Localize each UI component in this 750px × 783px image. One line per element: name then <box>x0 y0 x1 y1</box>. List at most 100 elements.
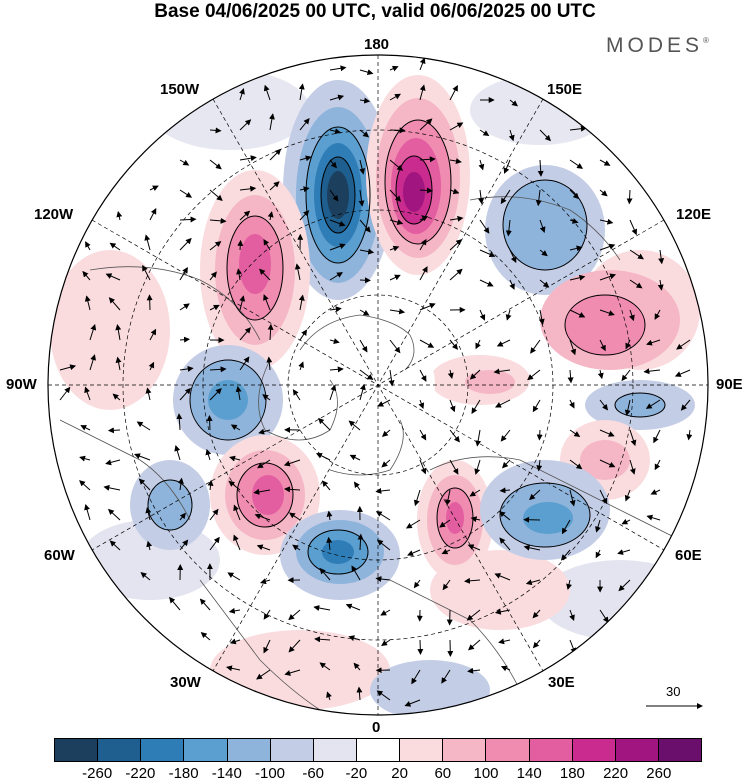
wind-vector <box>359 159 366 175</box>
wind-vector <box>479 279 494 287</box>
wind-vector <box>375 487 391 494</box>
wind-vector <box>411 669 421 685</box>
wind-vector <box>389 127 406 134</box>
wind-vector <box>527 369 541 381</box>
wind-vector <box>381 639 391 646</box>
colorbar-swatch <box>657 739 702 761</box>
wind-vector <box>389 219 404 226</box>
wind-vector <box>116 211 123 221</box>
colorbar-swatch <box>183 739 227 761</box>
wind-vector <box>314 636 331 643</box>
wind-vector <box>569 339 577 356</box>
wind-vector <box>629 429 637 447</box>
wind-vector <box>449 158 462 164</box>
wind-vector <box>199 598 211 611</box>
wind-vector <box>239 295 246 311</box>
wind-vector <box>599 609 609 624</box>
wind-vector <box>298 83 305 101</box>
wind-vector <box>539 129 552 142</box>
wind-vector <box>530 339 541 354</box>
wind-vector <box>653 429 661 444</box>
wind-vector <box>569 309 586 318</box>
colorbar-tick-label: -140 <box>211 765 242 782</box>
colorbar-tick-label: 60 <box>434 765 452 782</box>
colorbar-tick-label: -260 <box>82 765 113 782</box>
wind-vector <box>205 448 212 461</box>
wind-vector <box>313 605 331 611</box>
colorbar-tick-label: -220 <box>125 765 156 782</box>
wind-vector <box>499 511 511 521</box>
wind-vector <box>624 489 631 502</box>
colorbar-swatch <box>399 739 443 761</box>
wind-vector <box>646 339 661 346</box>
wind-vector <box>479 129 490 137</box>
colorbar-swatch <box>355 739 400 761</box>
lon-label-90e: 90E <box>716 376 743 393</box>
wind-vector <box>467 667 481 674</box>
wind-vector <box>142 264 151 281</box>
wind-vector <box>239 119 252 131</box>
wind-vector <box>326 691 332 701</box>
wind-vector <box>389 245 400 252</box>
wind-vector <box>494 573 511 581</box>
wind-vector <box>509 99 518 107</box>
wind-vector <box>680 399 691 411</box>
wind-vector <box>292 544 301 551</box>
wind-vector <box>449 399 456 413</box>
wind-vector <box>419 118 433 131</box>
wind-vector <box>329 366 344 373</box>
wind-vector <box>359 309 370 316</box>
wind-vector <box>475 339 481 350</box>
wind-vector <box>503 159 511 174</box>
colorbar-tick-label: 260 <box>646 765 672 782</box>
brand-text: MODES <box>606 34 704 57</box>
wind-vector <box>235 385 242 401</box>
wind-vector <box>318 417 331 431</box>
wind-vector <box>145 507 152 521</box>
wind-vector <box>686 429 693 441</box>
wind-vector <box>105 273 121 281</box>
wind-vector <box>654 459 661 471</box>
wind-vector <box>417 639 424 655</box>
wind-vector <box>376 690 391 701</box>
wind-vector <box>375 511 391 521</box>
wind-vector <box>538 309 545 325</box>
wind-vector <box>478 189 485 205</box>
wind-vector <box>59 364 77 371</box>
wind-vector <box>358 189 365 207</box>
wind-vector <box>179 387 191 401</box>
wind-vector <box>419 266 428 281</box>
wind-vector <box>419 187 433 194</box>
wind-vector <box>299 155 312 162</box>
wind-vector <box>569 429 581 437</box>
wind-vector <box>471 399 481 414</box>
wind-vector <box>539 279 550 288</box>
wind-vector <box>380 609 391 616</box>
wind-vector <box>445 489 451 506</box>
wind-vector <box>288 609 301 621</box>
wind-vector <box>657 279 664 291</box>
wind-vector <box>569 459 583 470</box>
map-boundary <box>47 54 709 716</box>
wind-vector <box>179 336 190 343</box>
lon-label-0: 0 <box>372 719 381 736</box>
lon-label-30e: 30E <box>548 674 575 691</box>
wind-vector <box>464 577 481 584</box>
wind-vector <box>209 387 222 401</box>
wind-vector <box>80 425 91 431</box>
wind-vector <box>569 189 580 200</box>
wind-vector <box>449 268 463 281</box>
wind-vector <box>419 57 426 71</box>
wind-vector <box>349 454 361 461</box>
wind-vector <box>621 518 631 525</box>
wind-vector <box>329 189 339 202</box>
wind-vector <box>299 329 308 341</box>
wind-vector <box>447 369 454 379</box>
lon-label-120e: 120E <box>676 206 712 223</box>
wind-vector <box>595 519 601 533</box>
wind-vector <box>179 159 190 166</box>
wind-vector <box>359 219 371 233</box>
wind-vector <box>569 609 575 622</box>
wind-vector <box>236 268 243 281</box>
